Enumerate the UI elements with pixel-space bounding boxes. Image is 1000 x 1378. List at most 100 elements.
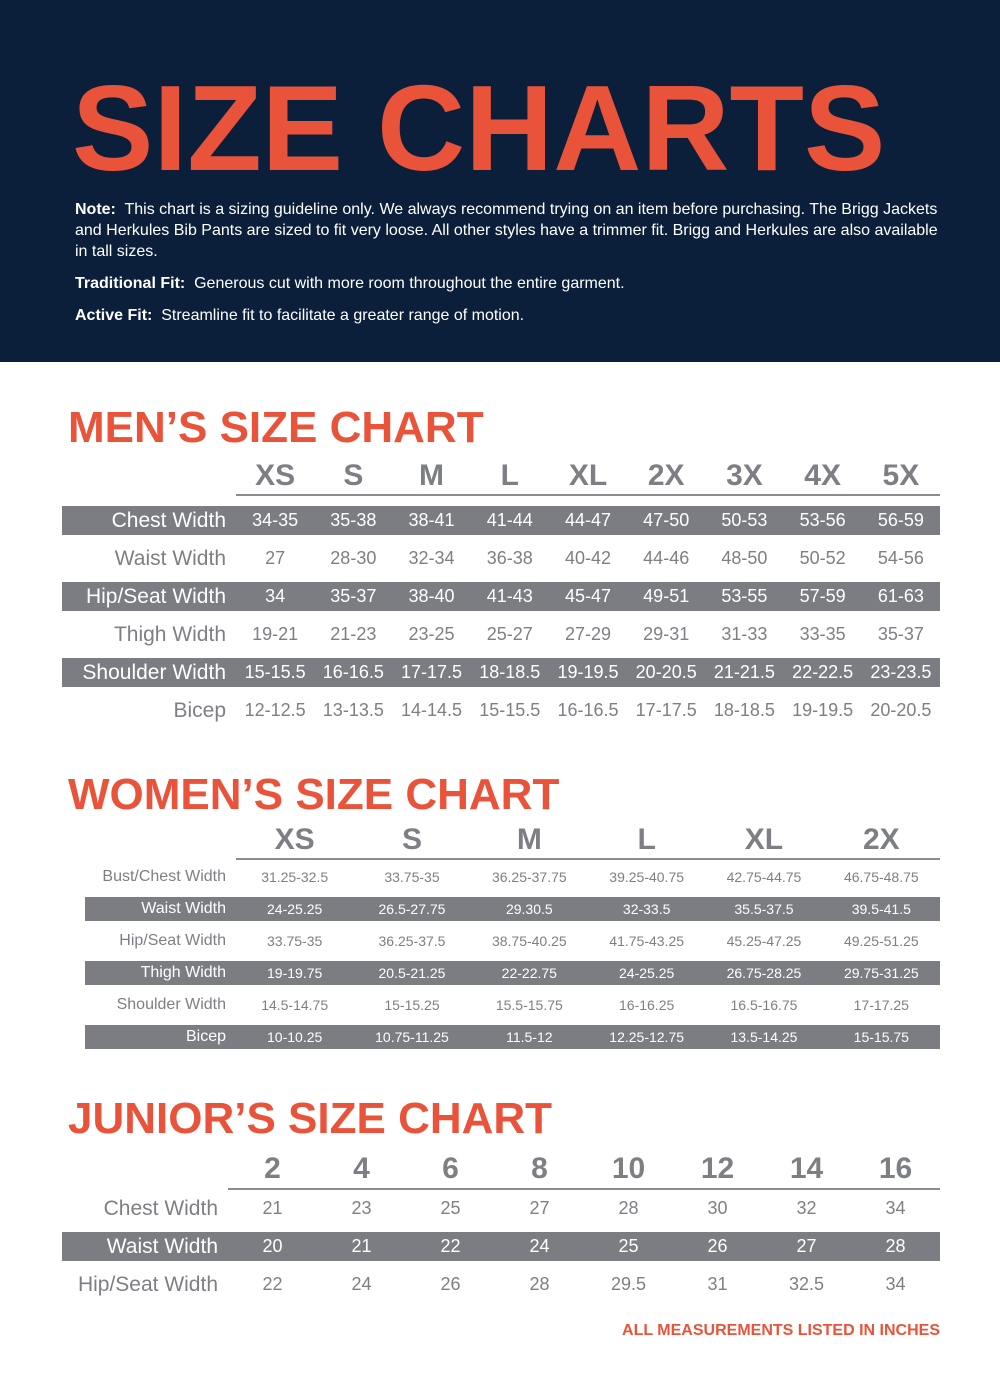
gap-cell <box>0 1017 940 1025</box>
size-value: 41-44 <box>470 506 549 535</box>
gap-cell <box>0 649 940 658</box>
size-header: 3X <box>705 458 784 496</box>
row-margin <box>0 1232 62 1261</box>
size-value: 38.75-40.25 <box>491 933 567 949</box>
size-value: 28 <box>851 1232 940 1261</box>
size-value: 25 <box>584 1232 673 1261</box>
size-value: 32-33.5 <box>587 897 706 921</box>
size-value: 12.25-12.75 <box>587 1025 706 1049</box>
size-value: 49.25-51.25 <box>843 933 919 949</box>
gap-cell <box>0 573 940 582</box>
header-gap-row <box>0 495 940 506</box>
size-header: 12 <box>673 1150 762 1190</box>
size-value: 19-21 <box>252 624 299 644</box>
size-value: 26 <box>440 1274 461 1294</box>
row-margin <box>0 1194 62 1223</box>
page-title: SIZE CHARTS <box>72 60 886 196</box>
size-value: 21 <box>262 1198 283 1218</box>
womens-chart-title: WOMEN’S SIZE CHART <box>68 770 560 819</box>
size-value: 39.5-41.5 <box>822 897 940 921</box>
table-row: Chest Width 34-35 35-38 38-41 41-44 44-47 47-5… <box>0 506 940 535</box>
size-value: 32 <box>796 1198 817 1218</box>
size-value: 35-37 <box>314 582 393 611</box>
table-row: Thigh Width 19-19.75 20.5-21.25 22-22.75 24-… <box>0 961 940 985</box>
size-value: 15-15.25 <box>384 997 440 1013</box>
size-header: 8 <box>495 1150 584 1190</box>
row-label: Bicep <box>85 1025 236 1049</box>
size-value: 42.75-44.75 <box>726 869 802 885</box>
size-value: 34 <box>885 1198 906 1218</box>
size-value: 10-10.25 <box>236 1025 354 1049</box>
size-value: 14.5-14.75 <box>261 997 329 1013</box>
row-label: Hip/Seat Width <box>62 582 236 611</box>
row-margin <box>0 993 85 1017</box>
size-header: M <box>470 822 588 860</box>
table-row: Waist Width 27 28-30 32-34 36-38 40-42 44-46 48… <box>0 544 940 573</box>
size-value: 19-19.75 <box>236 961 354 985</box>
size-value: 12-12.5 <box>244 700 306 720</box>
size-header: S <box>314 458 393 496</box>
size-value: 45-47 <box>548 582 628 611</box>
size-value: 21-21.5 <box>705 658 784 687</box>
row-label: Chest Width <box>62 506 236 535</box>
size-value: 20 <box>228 1232 317 1261</box>
row-margin <box>0 929 85 953</box>
size-header: XL <box>705 822 823 860</box>
size-header: 2 <box>228 1150 317 1190</box>
row-label: Waist Width <box>62 1232 228 1261</box>
header-banner: SIZE CHARTS Note: This chart is a sizing… <box>0 0 1000 362</box>
gap-cell <box>0 921 940 929</box>
table-row: Shoulder Width 14.5-14.75 15-15.25 15.5-15.… <box>0 993 940 1017</box>
size-header-row: XS S M L XL 2X 3X 4X 5X <box>0 458 940 496</box>
size-value: 23-25 <box>408 624 455 644</box>
row-gap <box>0 921 940 929</box>
size-header: 4X <box>783 458 862 496</box>
size-value: 27 <box>265 548 286 568</box>
size-value: 17-17.5 <box>392 658 471 687</box>
size-value: 34 <box>885 1274 906 1294</box>
size-value: 18-18.5 <box>713 700 775 720</box>
size-value: 33-35 <box>799 624 846 644</box>
size-value: 38-40 <box>392 582 471 611</box>
size-value: 19-19.5 <box>548 658 628 687</box>
size-header: 5X <box>861 458 940 496</box>
row-margin <box>0 582 62 611</box>
size-value: 24 <box>495 1232 584 1261</box>
gap-cell <box>0 953 940 961</box>
size-value: 35-37 <box>877 624 924 644</box>
junior-table: 2 4 6 8 10 12 14 16 Chest Width 21 23 25 27 28 30 32 34 W… <box>0 1150 940 1299</box>
size-value: 49-51 <box>627 582 706 611</box>
row-gap <box>0 649 940 658</box>
size-value: 29-31 <box>643 624 690 644</box>
size-value: 16.5-16.75 <box>730 997 798 1013</box>
size-value: 28 <box>529 1274 550 1294</box>
row-label: Waist Width <box>85 897 236 921</box>
gap-cell <box>0 535 940 544</box>
row-label: Waist Width <box>114 547 226 570</box>
row-gap <box>0 611 940 620</box>
row-gap <box>0 1017 940 1025</box>
size-value: 36-38 <box>486 548 533 568</box>
size-value: 29.75-31.25 <box>822 961 940 985</box>
row-label: Hip/Seat Width <box>119 932 226 949</box>
table-row: Hip/Seat Width 22 24 26 28 29.5 31 32.5 34 <box>0 1270 940 1299</box>
size-value: 34-35 <box>236 506 315 535</box>
size-value: 18-18.5 <box>470 658 549 687</box>
size-value: 23-23.5 <box>861 658 940 687</box>
size-value: 41.75-43.25 <box>609 933 685 949</box>
row-margin <box>0 696 62 725</box>
size-value: 31 <box>707 1274 728 1294</box>
row-margin <box>0 1270 62 1299</box>
size-value: 33.75-35 <box>384 869 440 885</box>
size-header: XS <box>236 822 354 860</box>
size-value: 22 <box>406 1232 495 1261</box>
size-value: 16-16.25 <box>619 997 675 1013</box>
size-value: 20.5-21.25 <box>353 961 471 985</box>
size-value: 19-19.5 <box>792 700 854 720</box>
row-gap <box>0 687 940 696</box>
size-value: 56-59 <box>861 506 940 535</box>
note-general-text: This chart is a sizing guideline only. W… <box>75 201 938 260</box>
size-value: 50-52 <box>799 548 846 568</box>
size-value: 28 <box>618 1198 639 1218</box>
table-row: Waist Width 24-25.25 26.5-27.75 29.30.5 32-3… <box>0 897 940 921</box>
